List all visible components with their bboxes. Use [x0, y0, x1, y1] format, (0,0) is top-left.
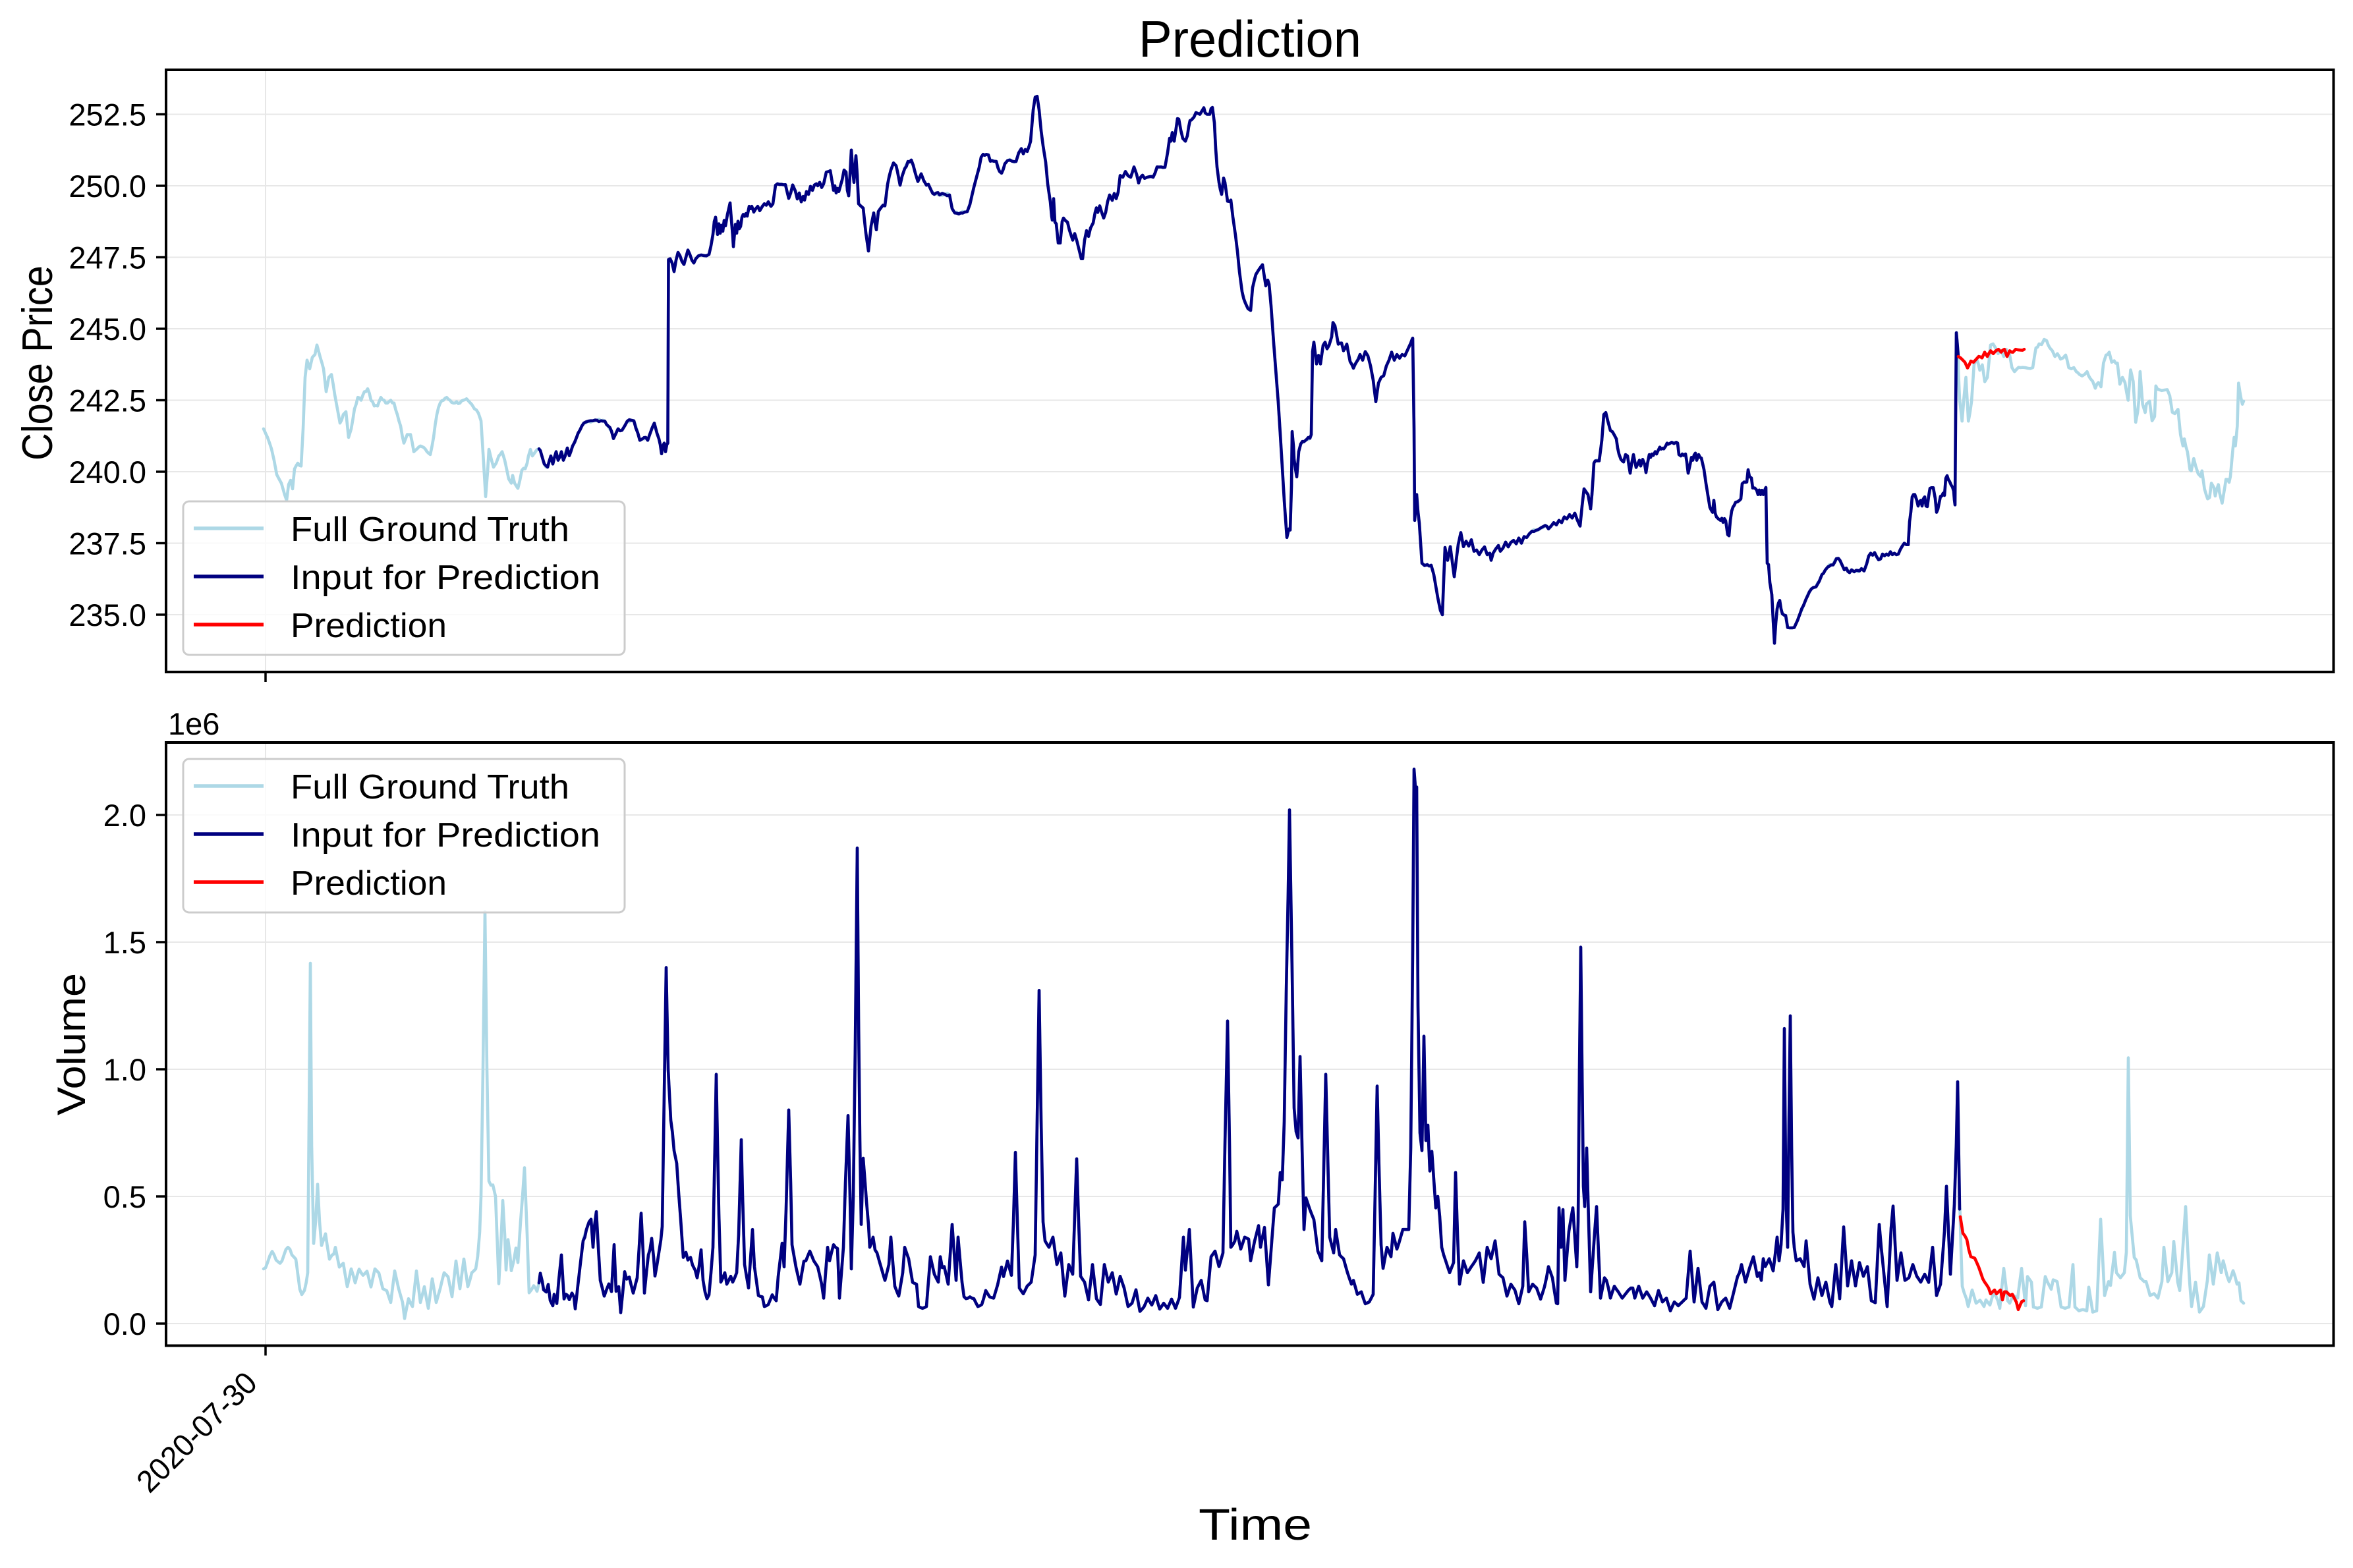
svg-text:252.5: 252.5	[69, 98, 146, 132]
svg-text:242.5: 242.5	[69, 383, 146, 418]
svg-text:Input for Prediction: Input for Prediction	[291, 559, 600, 597]
svg-text:1.0: 1.0	[103, 1052, 146, 1087]
svg-text:0.0: 0.0	[103, 1306, 146, 1341]
svg-text:250.0: 250.0	[69, 169, 146, 204]
svg-text:2.0: 2.0	[103, 798, 146, 833]
svg-text:237.5: 237.5	[69, 526, 146, 561]
svg-text:Prediction: Prediction	[291, 864, 447, 903]
svg-text:247.5: 247.5	[69, 240, 146, 275]
svg-text:Volume: Volume	[49, 973, 94, 1115]
svg-text:1.5: 1.5	[103, 925, 146, 960]
svg-text:Time: Time	[1199, 1500, 1312, 1550]
svg-text:Prediction: Prediction	[291, 607, 447, 645]
svg-text:Prediction: Prediction	[1139, 10, 1361, 68]
svg-text:240.0: 240.0	[69, 455, 146, 490]
svg-text:Close Price: Close Price	[13, 266, 61, 461]
svg-text:245.0: 245.0	[69, 312, 146, 347]
svg-text:0.5: 0.5	[103, 1179, 146, 1214]
svg-text:Input for Prediction: Input for Prediction	[291, 816, 600, 854]
svg-text:Full Ground Truth: Full Ground Truth	[291, 511, 569, 549]
svg-text:235.0: 235.0	[69, 598, 146, 632]
svg-text:1e6: 1e6	[168, 706, 219, 741]
svg-text:Full Ground Truth: Full Ground Truth	[291, 768, 569, 806]
